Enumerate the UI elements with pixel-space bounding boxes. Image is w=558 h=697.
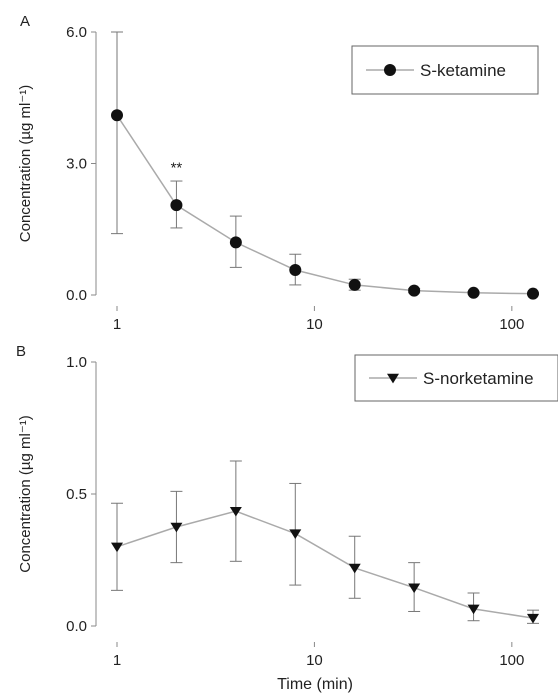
panel-b-data-point	[229, 506, 242, 517]
panel-b-data-point	[467, 604, 480, 615]
panel-a-legend: S-ketamine	[351, 45, 539, 95]
panel-a-data-point	[170, 199, 183, 212]
panel-b-series-line	[116, 510, 534, 619]
panel-b-legend-label: S-norketamine	[423, 369, 534, 388]
panel-a-legend-label: S-ketamine	[420, 61, 506, 80]
x-axis-label: Time (min)	[277, 676, 353, 693]
panel-b-y-axis-label: Concentration (µg ml⁻¹)	[17, 415, 34, 572]
panel-a-data-point	[229, 236, 242, 249]
panel-b-data-point	[289, 529, 302, 539]
panel-a-y-tick-label: 3.0	[66, 156, 87, 173]
panel-b-legend-marker	[387, 373, 399, 384]
panel-a-data-point	[408, 284, 421, 297]
panel-a-plot: 0.0 3.0 6.0 Concentration (µg ml⁻¹) 1 10 100 S-…	[17, 24, 539, 333]
panel-a-y-axis-label: Concentration (µg ml⁻¹)	[17, 85, 34, 242]
panel-a-y-tick-label: 6.0	[66, 24, 87, 41]
panel-a-y-tick-label: 0.0	[66, 287, 87, 304]
panel-a-data-point	[289, 264, 302, 277]
panel-b-y-tick-label: 0.5	[66, 486, 87, 503]
panel-a-data-point	[348, 278, 361, 291]
panel-a-x-tick-label: 10	[306, 316, 323, 333]
panel-a-legend-marker	[384, 64, 396, 76]
panel-b-legend: S-norketamine	[354, 354, 558, 402]
panel-a-label: A	[20, 13, 30, 30]
panel-b-x-tick-label: 1	[113, 652, 121, 669]
panel-b-data-point	[527, 613, 539, 624]
panel-b-x-tick-label: 100	[499, 652, 524, 669]
panel-a-series-line	[116, 114, 534, 295]
panel-b-data-point	[111, 542, 123, 553]
panel-a-significance-annotation: **	[171, 159, 183, 176]
panel-b-label: B	[16, 343, 26, 360]
panel-b-plot: 0.0 0.5 1.0 Concentration (µg ml⁻¹) 1 10 100 S-…	[17, 354, 558, 669]
panel-a-x-tick-label: 100	[499, 316, 524, 333]
panel-b-y-tick-label: 0.0	[66, 618, 87, 635]
panel-b-y-tick-label: 1.0	[66, 354, 87, 371]
panel-b-data-point	[348, 563, 361, 574]
panel-a-data-point	[527, 287, 539, 300]
panel-a-data-point	[467, 286, 480, 299]
panel-b-data-point	[408, 583, 421, 594]
panel-a-data-point	[111, 109, 123, 122]
panel-b-data-point	[170, 522, 183, 533]
panel-a-x-tick-label: 1	[113, 316, 121, 333]
panel-b-x-tick-label: 10	[306, 652, 323, 669]
